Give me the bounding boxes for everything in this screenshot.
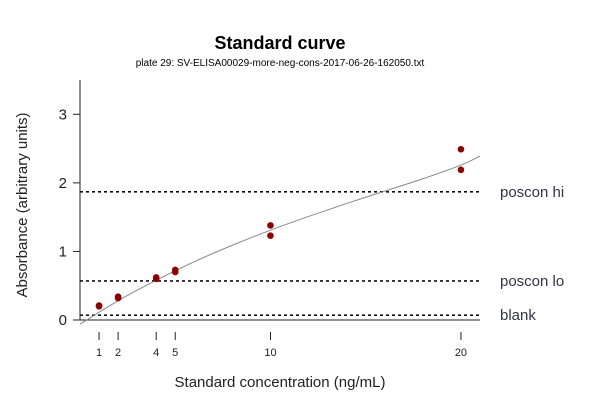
- x-tick-label: 20: [455, 347, 467, 359]
- x-tick-label: 1: [96, 347, 102, 359]
- ref-label-poscon-hi: poscon hi: [500, 184, 564, 201]
- y-axis-ticks: 0 1 2 3: [59, 106, 80, 329]
- reference-lines: poscon hi poscon lo blank: [80, 184, 564, 324]
- ref-label-blank: blank: [500, 307, 536, 324]
- y-axis-label: Absorbance (arbitrary units): [14, 112, 31, 297]
- fit-curve: [79, 155, 481, 325]
- data-point: [152, 274, 160, 281]
- data-point: [457, 145, 465, 153]
- x-tick-label: 10: [264, 347, 276, 359]
- data-point: [171, 266, 179, 274]
- data-point: [457, 166, 465, 174]
- data-points: [95, 145, 465, 310]
- x-axis-ticks: 1 2 4 5 10 20: [96, 332, 467, 359]
- y-tick-label: 1: [59, 243, 67, 260]
- data-point: [114, 293, 122, 300]
- y-tick-label: 2: [59, 175, 67, 192]
- data-point: [95, 302, 103, 309]
- x-axis-label: Standard concentration (ng/mL): [175, 374, 386, 391]
- x-tick-label: 4: [153, 347, 159, 359]
- data-point: [267, 232, 274, 239]
- x-tick-label: 5: [172, 347, 178, 359]
- ref-label-poscon-lo: poscon lo: [500, 273, 564, 290]
- chart-subtitle: plate 29: SV-ELISA00029-more-neg-cons-20…: [136, 58, 425, 69]
- y-tick-label: 0: [59, 312, 67, 329]
- chart-title: Standard curve: [214, 33, 345, 53]
- x-tick-label: 2: [115, 347, 121, 359]
- y-tick-label: 3: [59, 106, 67, 123]
- data-point: [267, 222, 274, 229]
